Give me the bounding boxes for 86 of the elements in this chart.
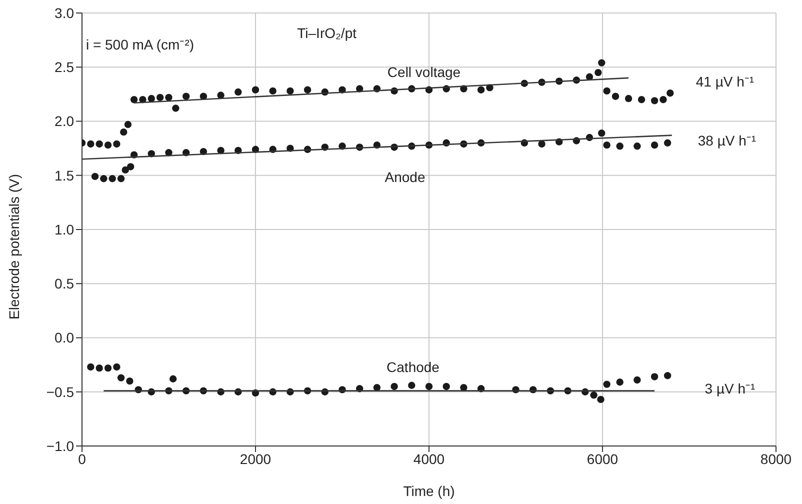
text: Ti–IrO₂/pt [297, 25, 356, 41]
point [169, 375, 177, 382]
y-tick-label: 1.5 [54, 167, 74, 184]
point [304, 86, 312, 94]
point [126, 163, 134, 170]
point [182, 92, 190, 100]
point [664, 372, 672, 380]
annotation: Cathode [386, 359, 440, 375]
point [638, 96, 646, 104]
point [165, 94, 172, 102]
point [538, 140, 546, 148]
y-tick-label: 0.0 [54, 330, 74, 346]
point [217, 146, 224, 154]
y-tick-label: −1.0 [46, 438, 74, 454]
x-tick-label: 4000 [413, 450, 445, 467]
point [408, 382, 416, 389]
point [650, 373, 658, 380]
point [87, 140, 94, 148]
annotation: i = 500 mA (cm⁻²) [86, 36, 194, 54]
point [390, 382, 398, 390]
point [156, 94, 164, 102]
point [590, 392, 598, 399]
point [598, 59, 606, 66]
point [603, 87, 610, 95]
point [660, 96, 667, 104]
y-tick-label: 0.5 [54, 276, 74, 292]
annotation: Anode [384, 169, 426, 185]
point [373, 384, 381, 392]
point [616, 378, 624, 386]
x-axis-title: Time (h) [403, 483, 455, 499]
point [442, 382, 450, 390]
y-tick-label: 2.0 [54, 113, 74, 130]
point [108, 175, 116, 182]
point [594, 68, 602, 76]
y-axis-title: Electrode potentials (V) [6, 174, 22, 320]
point [634, 376, 641, 384]
x-tick-label: 0 [78, 450, 86, 467]
y-tick-label: −0.5 [46, 384, 74, 400]
point [124, 120, 132, 128]
point [460, 384, 468, 392]
x-tick-label: 6000 [586, 450, 618, 467]
point [130, 96, 138, 104]
point [650, 141, 658, 149]
point [234, 88, 242, 96]
annotation: 38 µV h⁻¹ [698, 132, 756, 150]
y-tick-label: 1.0 [54, 221, 74, 238]
point [286, 87, 294, 95]
point [650, 97, 658, 104]
point [597, 396, 604, 404]
point [117, 175, 125, 182]
point [624, 94, 632, 102]
point [96, 140, 103, 148]
point [96, 364, 103, 372]
point [104, 141, 112, 149]
point [148, 94, 155, 102]
point [104, 364, 112, 372]
annotation: 41 µV h⁻¹ [696, 72, 754, 90]
point [603, 141, 610, 149]
point [91, 172, 99, 180]
point [117, 374, 125, 382]
point [425, 382, 433, 390]
point [603, 380, 610, 388]
annotation: 3 µV h⁻¹ [704, 380, 756, 398]
point [616, 142, 624, 150]
point [664, 139, 672, 146]
y-tick-label: 3.0 [54, 4, 74, 21]
point [120, 128, 128, 136]
point [122, 166, 129, 174]
point [87, 363, 94, 371]
y-tick-label: 2.5 [54, 59, 74, 76]
point [269, 87, 276, 95]
annotation: Cell voltage [387, 64, 461, 80]
point [113, 140, 120, 148]
point [666, 90, 674, 97]
point [477, 86, 485, 94]
x-tick-label: 2000 [240, 450, 272, 467]
point [612, 92, 620, 100]
point [634, 142, 641, 150]
point [100, 175, 108, 182]
point [217, 92, 224, 99]
point [252, 86, 260, 94]
x-tick-label: 8000 [760, 450, 792, 467]
point [172, 104, 180, 112]
point [126, 377, 134, 385]
point [598, 130, 606, 137]
point [113, 363, 120, 371]
